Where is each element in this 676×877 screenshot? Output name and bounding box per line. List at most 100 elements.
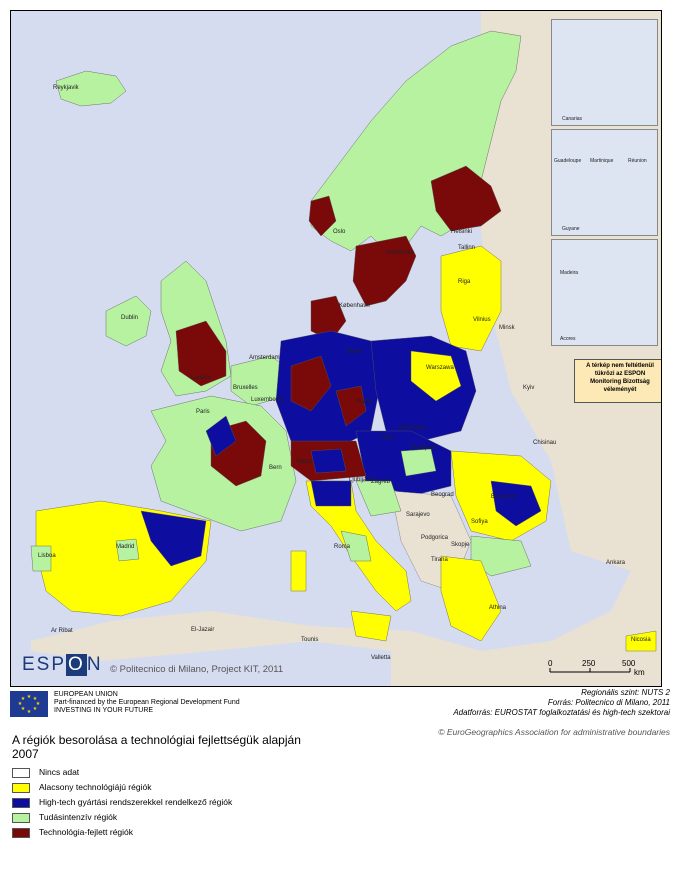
region-germany-advanced-2 xyxy=(335,385,367,427)
svg-text:★: ★ xyxy=(36,701,41,707)
city-label: Zagreb xyxy=(371,479,391,485)
scale-label-0: 0 xyxy=(548,659,553,668)
legend-label: Technológia-fejlett régiók xyxy=(39,827,134,837)
region-spain-hightech xyxy=(140,510,207,567)
city-label: Ar Ribat xyxy=(51,628,73,634)
eu-line-2: Part-financed by the European Regional D… xyxy=(54,699,240,706)
city-label: Valletta xyxy=(371,655,391,661)
city-label: Ljubljana xyxy=(349,477,374,483)
notice-line: tükrözi az ESPON xyxy=(594,371,646,377)
espon-logo-right: N xyxy=(86,654,103,675)
legend-title: A régiók besorolása a technológiai fejle… xyxy=(12,733,301,761)
region-germany-advanced xyxy=(290,355,332,412)
city-label: Warszawa xyxy=(426,365,454,371)
scale-unit: km xyxy=(634,668,645,677)
inset-martinique-label: Martinique xyxy=(590,158,614,164)
city-label: Lisboa xyxy=(38,553,56,559)
region-norway-advanced xyxy=(308,195,337,237)
region-uk-advanced xyxy=(175,320,227,387)
svg-text:★: ★ xyxy=(21,706,26,712)
legend-title-line-2: 2007 xyxy=(12,747,39,761)
city-label: Madrid xyxy=(116,544,134,550)
source-line-1: Regionális szint: NUTS 2 xyxy=(581,688,670,697)
map-copyright: © Politecnico di Milano, Project KIT, 20… xyxy=(110,664,284,675)
notice-line: Monitoring Bizottság xyxy=(590,379,650,385)
inset-acores-label: Acores xyxy=(560,336,576,342)
city-label: Tirana xyxy=(431,557,448,563)
city-label: Sofiya xyxy=(471,519,488,525)
svg-text:★: ★ xyxy=(33,706,38,712)
inset-canarias: Canarias xyxy=(551,19,658,126)
city-label: Bucuresti xyxy=(491,494,516,500)
svg-text:★: ★ xyxy=(21,696,26,702)
city-label: Tounis xyxy=(301,637,318,643)
legend-swatch xyxy=(12,768,30,778)
city-label: Riga xyxy=(458,279,471,285)
region-baltics-low xyxy=(440,245,502,352)
city-label: Amsterdam xyxy=(249,355,280,361)
non-espon-land xyxy=(31,11,661,686)
city-labels: Reykjavik Oslo Helsinki Tallinn Stockholm Rig… xyxy=(38,85,651,661)
region-cyprus xyxy=(625,630,657,652)
region-sardinia xyxy=(290,550,307,592)
region-lisboa xyxy=(30,545,52,572)
espon-logo: ESP O N xyxy=(22,654,103,676)
city-label: Sarajevo xyxy=(406,512,430,518)
legend-swatch xyxy=(12,828,30,838)
city-label: Podgorica xyxy=(421,535,449,541)
city-label: London xyxy=(191,375,211,381)
source-line-2: Forrás: Politecnico di Milano, 2011 xyxy=(547,698,670,707)
legend-swatch xyxy=(12,813,30,823)
region-italy-centre xyxy=(340,530,372,562)
city-label: Oslo xyxy=(333,229,346,235)
inset-atlantic: Madeira Acores xyxy=(551,239,658,346)
region-madrid xyxy=(115,538,140,562)
city-label: Praha xyxy=(356,399,373,405)
city-label: Kyiv xyxy=(523,385,534,391)
city-label: Paris xyxy=(196,409,210,415)
scale-bar-graphic xyxy=(549,668,631,673)
source-block: Regionális szint: NUTS 2 Forrás: Politec… xyxy=(453,688,670,718)
city-label: Roma xyxy=(334,544,351,550)
map-frame: Reykjavik Oslo Helsinki Tallinn Stockholm Rig… xyxy=(10,10,662,687)
notice-line: A térkép nem feltétlenül xyxy=(586,363,654,369)
scale-label-250: 250 xyxy=(582,659,596,668)
city-label: Berlin xyxy=(347,349,362,355)
city-label: Chisinau xyxy=(533,440,556,446)
notice-line: véleményét xyxy=(603,387,637,393)
region-italy-north-hightech xyxy=(310,480,352,507)
region-sweden-advanced xyxy=(352,235,417,307)
inset-madeira-label: Madeira xyxy=(560,270,579,276)
eu-funding-block: ★ ★ ★ ★ ★ ★ ★ ★ EUROPEAN UNION Part-financed b… xyxy=(10,688,410,718)
region-denmark xyxy=(310,295,347,342)
inset-dom: Guadeloupe Martinique Réunion Guyane xyxy=(551,129,658,236)
city-label: Luxembourg xyxy=(251,397,284,403)
source-line-3: Adatforrás: EUROSTAT foglalkoztatási és … xyxy=(453,708,670,717)
disclaimer-notice: A térkép nem feltétlenül tükrözi az ESPO… xyxy=(574,359,661,403)
inset-guadeloupe-label: Guadeloupe xyxy=(554,158,582,164)
city-label: Helsinki xyxy=(451,229,472,235)
eu-flag-icon: ★ ★ ★ ★ ★ ★ ★ ★ xyxy=(10,691,48,717)
eu-line-1: EUROPEAN UNION xyxy=(54,691,118,698)
city-label: Vilnius xyxy=(473,317,491,323)
city-label: El-Jazair xyxy=(191,627,214,633)
city-label: Dublin xyxy=(121,315,138,321)
region-france-hightech xyxy=(205,415,237,457)
city-label: Athina xyxy=(489,605,507,611)
city-label: Bratislava xyxy=(399,425,426,431)
region-poland-low xyxy=(410,350,462,402)
region-iceland xyxy=(55,70,127,107)
city-label: Stockholm xyxy=(386,250,414,256)
legend-label: Alacsony technológiájú régiók xyxy=(39,782,152,792)
city-label: Minsk xyxy=(499,325,516,331)
scale-bar: 0 250 500 km xyxy=(548,658,658,680)
city-label: Budapest xyxy=(411,445,437,451)
scale-label-500: 500 xyxy=(622,659,636,668)
eurogeographics-credit: © EuroGeographics Association for admini… xyxy=(438,727,670,737)
legend-swatch xyxy=(12,798,30,808)
city-label: Nicosia xyxy=(631,637,651,643)
city-label: Reykjavik xyxy=(53,85,80,91)
svg-text:★: ★ xyxy=(18,701,23,707)
svg-text:★: ★ xyxy=(27,709,32,715)
city-label: Beograd xyxy=(431,492,454,498)
